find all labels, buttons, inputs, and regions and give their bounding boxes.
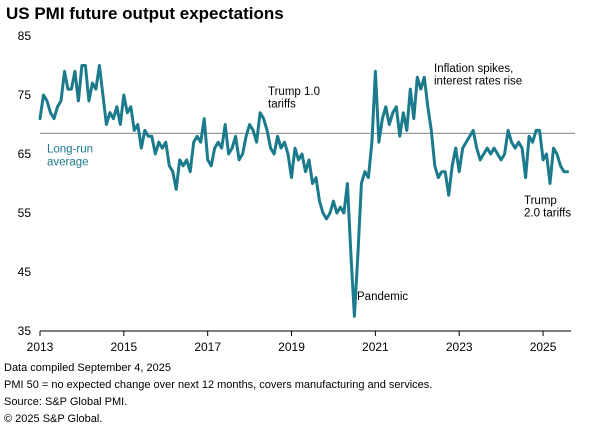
long-run-average-label: Long-run <box>47 143 93 155</box>
annotation-label: tariffs <box>268 99 296 111</box>
footer-date: Data compiled September 4, 2025 <box>4 362 171 374</box>
y-tick-label: 45 <box>18 265 32 279</box>
y-tick-label: 65 <box>18 147 32 161</box>
x-tick-label: 2021 <box>362 340 389 354</box>
y-tick-label: 85 <box>18 29 32 43</box>
annotation-label: Trump <box>524 195 557 207</box>
annotation-label: Pandemic <box>357 291 408 303</box>
footer-note: PMI 50 = no expected change over next 12… <box>4 379 433 391</box>
chart-title: US PMI future output expectations <box>6 4 284 23</box>
long-run-average-label: average <box>47 156 89 168</box>
annotation-label: interest rates rise <box>434 76 522 88</box>
annotation-label: Trump 1.0 <box>268 86 320 98</box>
annotation-label: 2.0 tariffs <box>524 208 571 220</box>
footer-source: Source: S&P Global PMI. <box>4 396 128 408</box>
y-tick-label: 55 <box>18 206 32 220</box>
y-axis: 35 45 55 65 75 85 <box>18 29 32 338</box>
series-line <box>38 64 569 318</box>
footer-copyright: © 2025 S&P Global. <box>4 413 103 425</box>
x-tick-label: 2019 <box>278 340 305 354</box>
x-tick-label: 2025 <box>530 340 557 354</box>
x-tick-label: 2017 <box>194 340 221 354</box>
x-tick-label: 2013 <box>27 340 54 354</box>
x-tick-label: 2023 <box>446 340 473 354</box>
annotation-label: Inflation spikes, <box>434 63 513 75</box>
y-tick-label: 35 <box>18 324 32 338</box>
y-tick-label: 75 <box>18 88 32 102</box>
x-axis: 2013 2015 2017 2019 2021 2023 2025 <box>27 331 557 354</box>
x-tick-label: 2015 <box>110 340 137 354</box>
